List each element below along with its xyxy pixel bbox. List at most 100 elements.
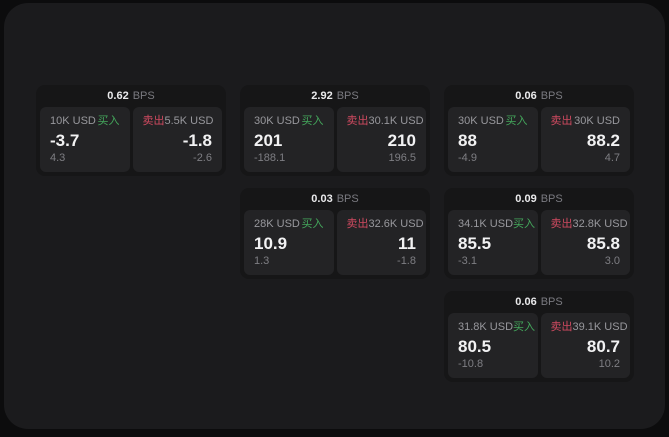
spread-value: 0.03 (311, 192, 333, 205)
sell-tile[interactable]: 卖出 30K USD 88.2 4.7 (540, 107, 630, 172)
sell-price: 88.2 (586, 130, 620, 150)
buy-price: 85.5 (458, 233, 492, 253)
spread-unit: BPS (540, 192, 563, 205)
buy-tile-top: 30K USD 买入 (254, 115, 324, 128)
quote-tiles: 30K USD 买入 201 -188.1 卖出 30.1K USD 210 1… (240, 107, 430, 176)
sell-side-label: 卖出 (550, 321, 573, 333)
sell-change: 4.7 (604, 152, 620, 165)
sell-amount: 39.1K USD (572, 321, 628, 333)
sell-tile-top: 卖出 30K USD (551, 115, 621, 128)
buy-side-label: 买入 (505, 115, 528, 127)
sell-side-label: 卖出 (346, 115, 369, 127)
buy-tile[interactable]: 28K USD 买入 10.9 1.3 (244, 210, 334, 275)
buy-tile-top: 31.8K USD 买入 (458, 321, 535, 334)
sell-tile[interactable]: 卖出 32.6K USD 11 -1.8 (336, 210, 426, 275)
spread-unit: BPS (132, 89, 155, 102)
sell-price: 11 (398, 233, 416, 253)
buy-side-label: 买入 (301, 115, 324, 127)
quote-tiles: 10K USD 买入 -3.7 4.3 卖出 5.5K USD -1.8 -2.… (36, 107, 226, 176)
spread-header: 0.06 BPS (444, 85, 634, 107)
sell-side-label: 卖出 (550, 218, 573, 230)
buy-tile-top: 10K USD 买入 (50, 115, 120, 128)
quote-tiles: 31.8K USD 买入 80.5 -10.8 卖出 39.1K USD 80.… (444, 313, 634, 382)
spread-value: 0.06 (515, 89, 537, 102)
buy-tile[interactable]: 34.1K USD 买入 85.5 -3.1 (448, 210, 538, 275)
quote-card: 0.06 BPS 31.8K USD 买入 80.5 -10.8 卖出 39.1… (444, 291, 634, 382)
buy-change: -188.1 (254, 152, 286, 165)
spread-unit: BPS (540, 89, 563, 102)
sell-tile-top: 卖出 5.5K USD (142, 115, 214, 128)
sell-side-label: 卖出 (142, 115, 165, 127)
buy-price: 88 (458, 130, 477, 150)
buy-change: -4.9 (458, 152, 477, 165)
buy-tile[interactable]: 10K USD 买入 -3.7 4.3 (40, 107, 130, 172)
quote-tiles: 34.1K USD 买入 85.5 -3.1 卖出 32.8K USD 85.8… (444, 210, 634, 279)
sell-tile-top: 卖出 39.1K USD (550, 321, 628, 334)
sell-amount: 5.5K USD (164, 115, 214, 127)
sell-amount: 32.8K USD (572, 218, 628, 230)
spread-value: 0.06 (515, 295, 537, 308)
buy-tile[interactable]: 30K USD 买入 88 -4.9 (448, 107, 538, 172)
buy-change: 4.3 (50, 152, 66, 165)
buy-amount: 10K USD (50, 115, 96, 127)
sell-side-label: 卖出 (550, 115, 573, 127)
quote-card: 0.62 BPS 10K USD 买入 -3.7 4.3 卖出 5.5K USD… (36, 85, 226, 176)
spread-value: 0.62 (107, 89, 129, 102)
sell-tile-top: 卖出 30.1K USD (346, 115, 424, 128)
sell-side-label: 卖出 (346, 218, 369, 230)
sell-price: 85.8 (586, 233, 620, 253)
sell-change: 3.0 (604, 255, 620, 268)
spread-value: 2.92 (311, 89, 333, 102)
quote-card: 2.92 BPS 30K USD 买入 201 -188.1 卖出 30.1K … (240, 85, 430, 176)
buy-amount: 30K USD (254, 115, 300, 127)
buy-change: -3.1 (458, 255, 477, 268)
buy-change: -10.8 (458, 358, 484, 371)
quote-card: 0.03 BPS 28K USD 买入 10.9 1.3 卖出 32.6K US… (240, 188, 430, 279)
sell-tile[interactable]: 卖出 30.1K USD 210 196.5 (336, 107, 426, 172)
quote-tiles: 28K USD 买入 10.9 1.3 卖出 32.6K USD 11 -1.8 (240, 210, 430, 279)
sell-amount: 30.1K USD (368, 115, 424, 127)
spread-header: 2.92 BPS (240, 85, 430, 107)
buy-price: 10.9 (254, 233, 288, 253)
sell-change: -2.6 (193, 152, 212, 165)
buy-side-label: 买入 (513, 218, 536, 230)
buy-tile-top: 28K USD 买入 (254, 218, 324, 231)
sell-tile-top: 卖出 32.8K USD (550, 218, 628, 231)
sell-price: 210 (387, 130, 416, 150)
sell-tile[interactable]: 卖出 32.8K USD 85.8 3.0 (540, 210, 630, 275)
card-grid: 0.62 BPS 10K USD 买入 -3.7 4.3 卖出 5.5K USD… (36, 85, 634, 382)
buy-amount: 28K USD (254, 218, 300, 230)
buy-tile[interactable]: 31.8K USD 买入 80.5 -10.8 (448, 313, 538, 378)
sell-tile[interactable]: 卖出 5.5K USD -1.8 -2.6 (132, 107, 222, 172)
sell-tile-top: 卖出 32.6K USD (346, 218, 424, 231)
sell-price: 80.7 (586, 336, 620, 356)
buy-side-label: 买入 (301, 218, 324, 230)
buy-price: -3.7 (50, 130, 80, 150)
sell-amount: 32.6K USD (368, 218, 424, 230)
buy-side-label: 买入 (97, 115, 120, 127)
sell-tile[interactable]: 卖出 39.1K USD 80.7 10.2 (540, 313, 630, 378)
quote-card: 0.06 BPS 30K USD 买入 88 -4.9 卖出 30K USD 8… (444, 85, 634, 176)
spread-header: 0.09 BPS (444, 188, 634, 210)
quote-tiles: 30K USD 买入 88 -4.9 卖出 30K USD 88.2 4.7 (444, 107, 634, 176)
buy-side-label: 买入 (513, 321, 536, 333)
sell-change: 196.5 (388, 152, 416, 165)
buy-price: 80.5 (458, 336, 492, 356)
spread-unit: BPS (336, 89, 359, 102)
main-panel: 0.62 BPS 10K USD 买入 -3.7 4.3 卖出 5.5K USD… (4, 3, 665, 429)
spread-header: 0.03 BPS (240, 188, 430, 210)
sell-change: -1.8 (397, 255, 416, 268)
buy-tile-top: 34.1K USD 买入 (458, 218, 535, 231)
spread-unit: BPS (336, 192, 359, 205)
sell-amount: 30K USD (574, 115, 620, 127)
buy-tile-top: 30K USD 买入 (458, 115, 528, 128)
quote-card: 0.09 BPS 34.1K USD 买入 85.5 -3.1 卖出 32.8K… (444, 188, 634, 279)
buy-change: 1.3 (254, 255, 270, 268)
spread-value: 0.09 (515, 192, 537, 205)
spread-header: 0.06 BPS (444, 291, 634, 313)
spread-unit: BPS (540, 295, 563, 308)
spread-header: 0.62 BPS (36, 85, 226, 107)
buy-price: 201 (254, 130, 283, 150)
buy-amount: 34.1K USD (458, 218, 514, 230)
buy-tile[interactable]: 30K USD 买入 201 -188.1 (244, 107, 334, 172)
